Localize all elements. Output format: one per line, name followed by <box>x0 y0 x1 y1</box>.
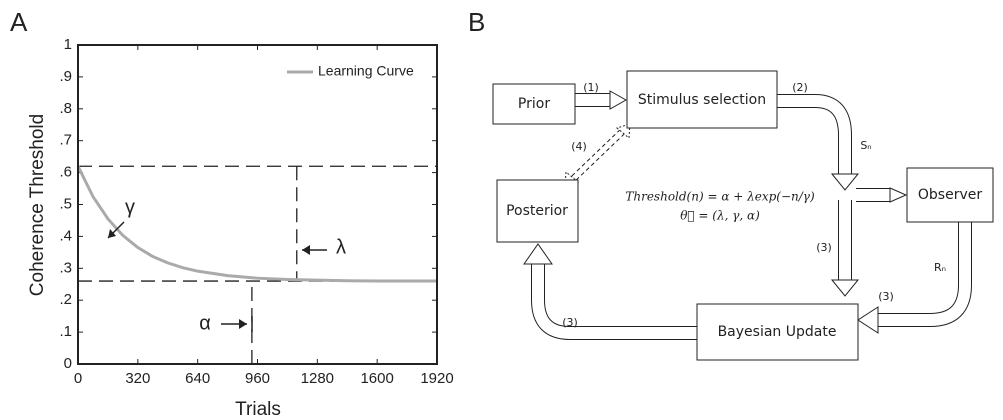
node-box <box>492 83 576 125</box>
x-tick-label: 1920 <box>420 370 453 387</box>
y-axis-label: Coherence Threshold <box>27 114 48 296</box>
edge-label: (3) <box>816 241 832 254</box>
y-tick-label: 1 <box>64 36 72 53</box>
panel-label: B <box>468 7 485 37</box>
arrow-head <box>239 319 247 329</box>
data-line <box>76 165 437 283</box>
x-tick-label: 1600 <box>360 370 393 387</box>
node-box <box>626 70 778 129</box>
y-tick-label: .6 <box>59 164 72 181</box>
y-tick-label: .5 <box>59 195 72 212</box>
x-axis-label: Trials <box>235 399 281 420</box>
arrow-head <box>108 229 116 238</box>
node-label: Observer <box>918 187 982 203</box>
arrow-head <box>857 306 879 334</box>
x-tick-label: 320 <box>125 370 150 387</box>
y-tick-label: .9 <box>59 68 72 85</box>
equation: Threshold(n) = α + λexp(−n/γ) <box>625 190 815 204</box>
y-tick-label: .8 <box>59 100 72 117</box>
arrow <box>776 95 851 176</box>
y-tick-label: .7 <box>59 132 72 149</box>
annotation: α <box>199 312 211 334</box>
node-box <box>496 179 579 243</box>
diagram-arrows <box>523 90 972 340</box>
diagram-labels: (1) (2) (3) (3) (3) (4) Sₙ Rₙ Threshold(… <box>562 81 946 329</box>
y-tick-label: .2 <box>59 291 72 308</box>
arrow-head <box>609 90 628 110</box>
annotation: γ <box>125 196 135 218</box>
y-tick-label: .1 <box>59 323 72 340</box>
edge-label: (2) <box>792 81 808 94</box>
edge-label: (3) <box>562 316 578 329</box>
y-tick-label: 0 <box>64 355 72 372</box>
plot-frame <box>77 44 438 365</box>
diagram-nodes: Prior Stimulus selection Observer Poster… <box>492 70 994 361</box>
edge-label: (4) <box>571 140 587 153</box>
chart-a: Coherence Threshold Trials 0 .1 .2 .3 .4 .5 .6… <box>27 36 454 420</box>
signal-label: Sₙ <box>860 139 871 152</box>
equation: θ⃗ = (λ, γ, α) <box>680 209 760 223</box>
dashed-arrow <box>572 130 624 180</box>
node-box <box>696 303 859 361</box>
y-tick-label: .3 <box>59 259 72 276</box>
node-label: Prior <box>518 96 550 112</box>
node-label: Stimulus selection <box>638 92 766 108</box>
x-tick-label: 0 <box>74 370 82 387</box>
x-tick-label: 960 <box>245 370 270 387</box>
arrow <box>877 221 971 326</box>
signal-label: Rₙ <box>934 261 946 274</box>
node-box <box>906 167 994 223</box>
panel-label: A <box>10 7 28 37</box>
arrow-head <box>302 245 310 255</box>
x-tick-label: 1280 <box>301 370 334 387</box>
arrow <box>532 261 698 339</box>
y-tick-label: .4 <box>59 227 72 244</box>
edge-label: (3) <box>878 290 894 303</box>
arrow-head <box>889 187 908 203</box>
annotation: λ <box>336 236 346 258</box>
arrow <box>878 222 972 327</box>
arrow-head <box>830 173 860 191</box>
node-label: Posterior <box>506 203 568 219</box>
x-tick-label: 640 <box>185 370 210 387</box>
legend-label: Learning Curve <box>318 63 414 79</box>
arrow-head <box>523 243 553 265</box>
edge-label: (1) <box>583 81 599 94</box>
node-label: Bayesian Update <box>718 324 837 340</box>
arrow-head <box>830 279 860 297</box>
